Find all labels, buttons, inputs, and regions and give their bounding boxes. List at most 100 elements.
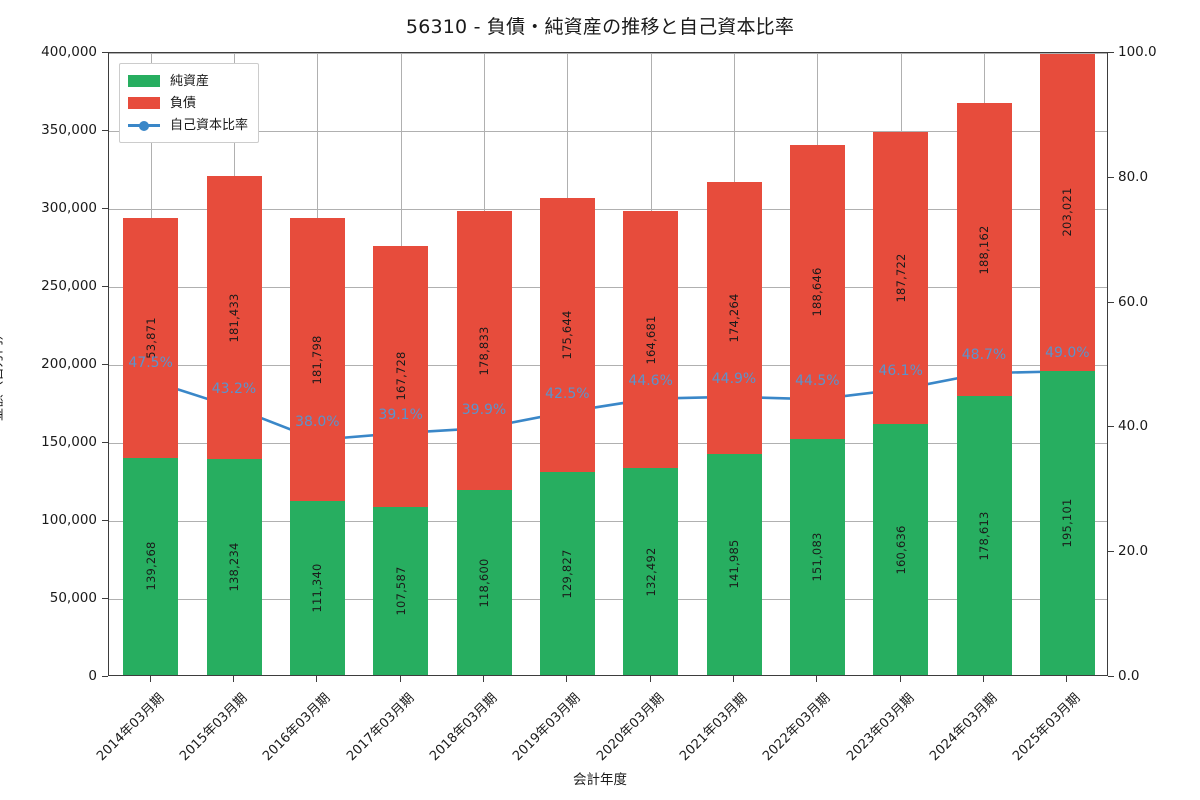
y-axis-left-tick-mark bbox=[102, 52, 108, 53]
bar-segment-equity[interactable] bbox=[456, 489, 512, 675]
y-axis-left-tick-mark bbox=[102, 130, 108, 131]
legend-item[interactable]: 純資産 bbox=[128, 70, 248, 92]
y-axis-right-tick-mark bbox=[1108, 676, 1114, 677]
bar-stack[interactable]: 178,613 188,162 bbox=[956, 53, 1012, 675]
y-axis-right-tick-mark bbox=[1108, 426, 1114, 428]
bar-value-label-equity: 138,234 bbox=[227, 542, 241, 592]
bar-segment-equity[interactable] bbox=[789, 439, 845, 675]
ratio-value-label: 49.0% bbox=[1045, 345, 1090, 362]
bar-value-label-equity: 151,083 bbox=[810, 532, 825, 582]
y-axis-left-tick-label: 0 bbox=[88, 668, 97, 684]
legend-item-label: 負債 bbox=[170, 95, 197, 111]
bar-segment-equity[interactable] bbox=[706, 453, 762, 675]
bar-value-label-liabilities: 178,833 bbox=[477, 326, 491, 375]
bar-segment-liabilities[interactable] bbox=[1039, 53, 1095, 371]
bar-stack[interactable]: 132,492 164,681 bbox=[623, 53, 679, 675]
bar-value-label-equity: 160,636 bbox=[893, 525, 908, 575]
gridline-horizontal bbox=[109, 599, 1107, 600]
x-axis-tick-mark bbox=[399, 676, 401, 682]
bar-segment-equity[interactable] bbox=[873, 424, 929, 675]
bar-segment-liabilities[interactable] bbox=[373, 245, 429, 508]
bar-segment-equity[interactable] bbox=[123, 457, 179, 675]
bar-stack[interactable]: 129,827 175,644 bbox=[539, 53, 595, 675]
bar-stack[interactable]: 141,985 174,264 bbox=[706, 53, 762, 675]
ratio-value-label: 47.5% bbox=[128, 354, 173, 371]
bar-value-label-liabilities: 181,433 bbox=[227, 293, 241, 343]
bar-segment-liabilities[interactable] bbox=[956, 102, 1012, 397]
bar-value-label-liabilities: 53,871 bbox=[143, 317, 158, 359]
bar-value-label-liabilities: 188,646 bbox=[810, 267, 825, 317]
bar-stack[interactable]: 111,340 181,798 bbox=[289, 53, 345, 675]
ratio-value-label: 48.7% bbox=[961, 347, 1007, 364]
gridline-horizontal bbox=[109, 131, 1107, 132]
bar-stack[interactable]: 138,234 181,433 bbox=[206, 53, 262, 675]
bar-value-label-equity: 132,492 bbox=[643, 547, 658, 597]
gridline-horizontal bbox=[109, 521, 1107, 522]
y-axis-right-tick-label: 80.0 bbox=[1118, 168, 1149, 185]
bar-stack[interactable]: 195,101 203,021 bbox=[1039, 53, 1095, 675]
bar-stack[interactable]: 118,600 178,833 bbox=[456, 53, 512, 675]
bar-stack[interactable]: 139,268 53,871 bbox=[123, 53, 179, 675]
chart-title: 56310 - 負債・純資産の推移と自己資本比率 bbox=[405, 16, 795, 38]
bar-segment-liabilities[interactable] bbox=[789, 145, 845, 440]
bar-value-label-liabilities: 188,162 bbox=[977, 225, 991, 275]
y-axis-right-tick-mark bbox=[1108, 176, 1114, 178]
bar-segment-equity[interactable] bbox=[623, 468, 679, 675]
gridline-horizontal bbox=[109, 53, 1107, 54]
gridline-horizontal bbox=[109, 365, 1107, 366]
bar-stack[interactable]: 160,636 187,722 bbox=[873, 53, 929, 675]
bar-stack[interactable]: 151,083 188,646 bbox=[789, 53, 845, 675]
y-axis-left-tick-mark bbox=[102, 442, 108, 443]
bar-segment-liabilities[interactable] bbox=[206, 176, 262, 460]
x-axis-tick-mark bbox=[316, 676, 318, 682]
ratio-value-label: 46.1% bbox=[878, 363, 923, 380]
bar-segment-liabilities[interactable] bbox=[456, 211, 512, 490]
x-axis-tick-mark bbox=[983, 676, 984, 682]
bar-segment-equity[interactable] bbox=[289, 501, 345, 675]
x-axis-tick-mark bbox=[733, 676, 734, 682]
gridline-horizontal bbox=[109, 209, 1107, 210]
bar-segment-equity[interactable] bbox=[1039, 370, 1095, 675]
bar-value-label-equity: 111,340 bbox=[310, 563, 325, 613]
bar-segment-equity[interactable] bbox=[373, 507, 429, 675]
bar-value-label-liabilities: 167,728 bbox=[393, 351, 408, 401]
bar-segment-liabilities[interactable] bbox=[706, 181, 762, 454]
y-axis-left-tick-label: 300,000 bbox=[41, 200, 97, 216]
legend-swatch-icon bbox=[128, 97, 160, 109]
bar-value-label-equity: 195,101 bbox=[1060, 498, 1075, 548]
legend-item[interactable]: 負債 bbox=[128, 92, 248, 114]
bar-segment-liabilities[interactable] bbox=[123, 217, 179, 458]
bar-value-label-liabilities: 164,681 bbox=[643, 315, 658, 365]
y-axis-right-tick-mark bbox=[1108, 301, 1114, 303]
bar-segment-liabilities[interactable] bbox=[873, 131, 929, 425]
y-axis-left-tick-label: 250,000 bbox=[41, 278, 97, 294]
plot-area: 純資産 負債 自己資本比率 139,268 53,871 138,234 181,433 1… bbox=[108, 52, 1108, 676]
y-axis-left-tick-mark bbox=[102, 598, 108, 599]
x-axis-tick-mark bbox=[566, 676, 568, 682]
y-axis-left-tick-mark bbox=[102, 676, 108, 677]
y-axis-left-tick-label: 400,000 bbox=[41, 44, 97, 60]
bar-segment-liabilities[interactable] bbox=[289, 217, 345, 502]
legend-item[interactable]: 自己資本比率 bbox=[128, 114, 248, 136]
bar-stack[interactable]: 107,587 167,728 bbox=[373, 53, 429, 675]
bar-value-label-liabilities: 181,798 bbox=[310, 335, 325, 384]
legend-swatch-icon bbox=[128, 75, 160, 87]
legend-item-label: 自己資本比率 bbox=[170, 117, 249, 133]
bar-segment-equity[interactable] bbox=[539, 472, 595, 675]
bar-segment-equity[interactable] bbox=[956, 396, 1012, 675]
ratio-value-label: 39.9% bbox=[461, 402, 507, 419]
ratio-value-label: 44.6% bbox=[628, 372, 673, 389]
bar-segment-equity[interactable] bbox=[206, 459, 262, 675]
bar-segment-liabilities[interactable] bbox=[623, 211, 679, 469]
bar-value-label-liabilities: 203,021 bbox=[1060, 187, 1075, 237]
ratio-value-label: 44.9% bbox=[711, 370, 757, 387]
ratio-polyline bbox=[149, 369, 1069, 442]
x-axis-tick-mark bbox=[649, 676, 651, 682]
legend-item-label: 純資産 bbox=[170, 73, 210, 89]
y-axis-right-tick-mark bbox=[1108, 551, 1114, 553]
y-axis-left-tick-label: 150,000 bbox=[41, 434, 97, 450]
bar-segment-liabilities[interactable] bbox=[539, 198, 595, 473]
y-axis-left-label: 金額（百万円） bbox=[0, 326, 6, 422]
ratio-value-label: 44.5% bbox=[795, 373, 840, 390]
bar-value-label-liabilities: 187,722 bbox=[893, 253, 908, 303]
